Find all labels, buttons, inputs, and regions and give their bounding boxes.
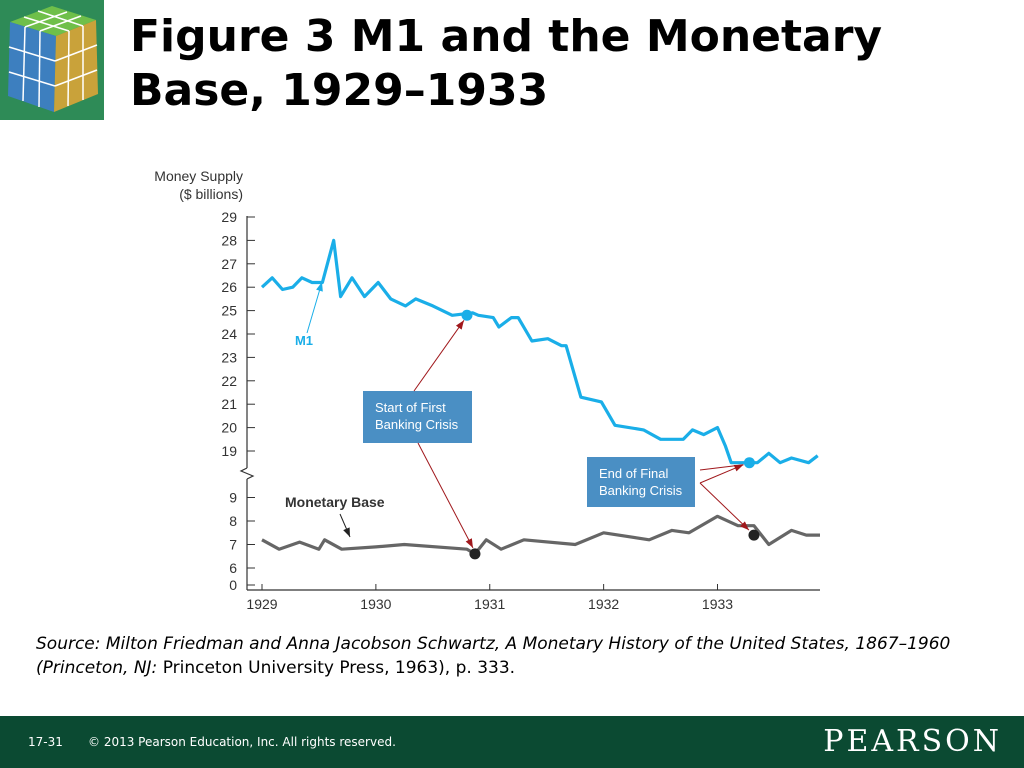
- page-number: 17-31: [28, 735, 63, 749]
- footer-bar: 17-31 © 2013 Pearson Education, Inc. All…: [0, 716, 1024, 768]
- x-tick-label: 1932: [588, 596, 619, 612]
- y-tick-label: 6: [229, 560, 237, 576]
- y-tick-label: 26: [221, 279, 237, 295]
- y-tick-label: 23: [221, 349, 237, 365]
- source-citation: Source: Milton Friedman and Anna Jacobso…: [36, 632, 996, 680]
- end-crisis-arrow-base: [699, 482, 750, 531]
- m1-label-pointer-head: [316, 282, 323, 292]
- cube-icon: [0, 0, 104, 120]
- series-line-m1: [260, 238, 819, 465]
- end-crisis-arrow-base-head: [740, 521, 749, 531]
- end-crisis-marker-m1: [743, 457, 755, 469]
- y-tick-label: 22: [221, 373, 237, 389]
- y-tick-label: 7: [229, 537, 237, 553]
- source-citation-plain: Princeton University Press, 1963), p. 33…: [162, 658, 516, 678]
- start-crisis-label: Banking Crisis: [375, 417, 459, 432]
- y-tick-label: 19: [221, 443, 237, 459]
- end-crisis-arrow-m1-head: [733, 464, 744, 472]
- x-tick-label: 1931: [474, 596, 505, 612]
- y-tick-label: 8: [229, 513, 237, 529]
- label-monetary-base: Monetary Base: [285, 494, 385, 510]
- start-crisis-marker-base: [469, 548, 481, 560]
- end-crisis-box: [587, 457, 695, 507]
- y-tick-label: 29: [221, 209, 237, 225]
- y-tick-label: 28: [221, 232, 237, 248]
- y-tick-label: 0: [229, 577, 237, 593]
- end-crisis-label: Banking Crisis: [599, 483, 683, 498]
- y-tick-label: 21: [221, 396, 237, 412]
- logo-cube-image: [0, 0, 104, 120]
- end-crisis-label: End of Final: [599, 466, 668, 481]
- series-line-monetary-base: [261, 514, 820, 556]
- x-tick-label: 1930: [360, 596, 391, 612]
- copyright-notice: © 2013 Pearson Education, Inc. All right…: [88, 735, 396, 749]
- end-crisis-marker-base: [748, 529, 760, 541]
- y-axis-break: [239, 467, 255, 480]
- pearson-logo: PEARSON: [823, 724, 1002, 759]
- y-tick-label: 9: [229, 490, 237, 506]
- label-m1: M1: [295, 333, 313, 348]
- start-crisis-label: Start of First: [375, 400, 446, 415]
- y-axis-label-line2: ($ billions): [179, 186, 243, 202]
- monetary-base-label-pointer-head: [343, 527, 350, 537]
- y-axis-label-line1: Money Supply: [154, 168, 243, 184]
- start-crisis-arrow-m1: [413, 319, 465, 392]
- y-tick-label: 24: [221, 326, 237, 342]
- start-crisis-arrow-m1-head: [455, 320, 464, 330]
- y-tick-label: 20: [221, 420, 237, 436]
- start-crisis-marker-m1: [461, 309, 473, 321]
- slide-title: Figure 3 M1 and the Monetary Base, 1929–…: [130, 11, 883, 116]
- start-crisis-box: [363, 391, 472, 443]
- y-tick-label: 25: [221, 303, 237, 319]
- source-citation-italic: Source: Milton Friedman and Anna Jacobso…: [36, 634, 951, 678]
- y-tick-label: 27: [221, 256, 237, 272]
- x-tick-label: 1929: [246, 596, 277, 612]
- start-crisis-arrow-base-head: [465, 538, 473, 548]
- x-tick-label: 1933: [702, 596, 733, 612]
- chart-area: Money Supply ($ billions) 19 20 21 22 23 24 25…: [154, 168, 820, 612]
- start-crisis-arrow-base: [417, 442, 474, 549]
